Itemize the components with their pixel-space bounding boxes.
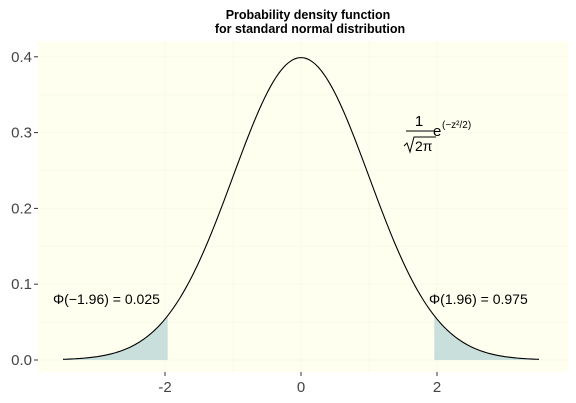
pdf-formula: 1 2π e (−z²/2) xyxy=(403,113,471,154)
plot-panel xyxy=(38,41,568,372)
formula-base: e xyxy=(433,123,441,140)
y-axis-ticks: 0.0 0.1 0.2 0.3 0.4 xyxy=(11,49,38,369)
chart-title-line-1: Probability density function xyxy=(226,8,391,22)
y-tick-label: 0.3 xyxy=(11,125,32,142)
left-tail-area xyxy=(63,315,168,360)
y-tick-label: 0.4 xyxy=(11,49,32,66)
formula-radicand: 2π xyxy=(415,138,433,154)
density-curve xyxy=(62,57,540,360)
x-tick-label: 0 xyxy=(297,379,305,396)
formula-exponent: (−z²/2) xyxy=(442,120,471,131)
right-tail-annotation: Φ(1.96) = 0.975 xyxy=(429,291,528,307)
grid-lines xyxy=(38,41,568,372)
x-tick-label: 2 xyxy=(433,379,441,396)
y-tick-label: 0.2 xyxy=(11,200,32,217)
x-axis-ticks: -2 0 2 xyxy=(158,372,441,396)
y-tick-label: 0.1 xyxy=(11,276,32,293)
right-tail-area xyxy=(434,315,539,360)
chart-title-line-2: for standard normal distribution xyxy=(215,22,405,36)
shaded-tails xyxy=(63,315,539,360)
formula-sqrt-sign xyxy=(403,136,436,154)
left-tail-annotation: Φ(−1.96) = 0.025 xyxy=(53,291,160,307)
y-tick-label: 0.0 xyxy=(11,352,32,369)
x-tick-label: -2 xyxy=(158,379,171,396)
formula-numerator: 1 xyxy=(415,113,423,130)
